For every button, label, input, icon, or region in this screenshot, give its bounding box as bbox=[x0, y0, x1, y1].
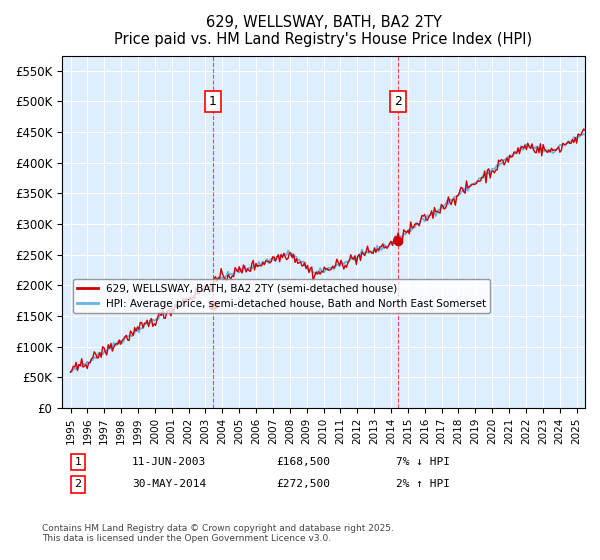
Text: 11-JUN-2003: 11-JUN-2003 bbox=[132, 457, 206, 467]
Text: 2% ↑ HPI: 2% ↑ HPI bbox=[396, 479, 450, 489]
Text: 1: 1 bbox=[209, 95, 217, 108]
Text: 30-MAY-2014: 30-MAY-2014 bbox=[132, 479, 206, 489]
Title: 629, WELLSWAY, BATH, BA2 2TY
Price paid vs. HM Land Registry's House Price Index: 629, WELLSWAY, BATH, BA2 2TY Price paid … bbox=[115, 15, 533, 48]
Text: £272,500: £272,500 bbox=[276, 479, 330, 489]
Text: 1: 1 bbox=[74, 457, 82, 467]
Legend: 629, WELLSWAY, BATH, BA2 2TY (semi-detached house), HPI: Average price, semi-det: 629, WELLSWAY, BATH, BA2 2TY (semi-detac… bbox=[73, 279, 490, 313]
Text: 7% ↓ HPI: 7% ↓ HPI bbox=[396, 457, 450, 467]
Text: 2: 2 bbox=[394, 95, 402, 108]
Text: Contains HM Land Registry data © Crown copyright and database right 2025.
This d: Contains HM Land Registry data © Crown c… bbox=[42, 524, 394, 543]
Text: £168,500: £168,500 bbox=[276, 457, 330, 467]
Text: 2: 2 bbox=[74, 479, 82, 489]
